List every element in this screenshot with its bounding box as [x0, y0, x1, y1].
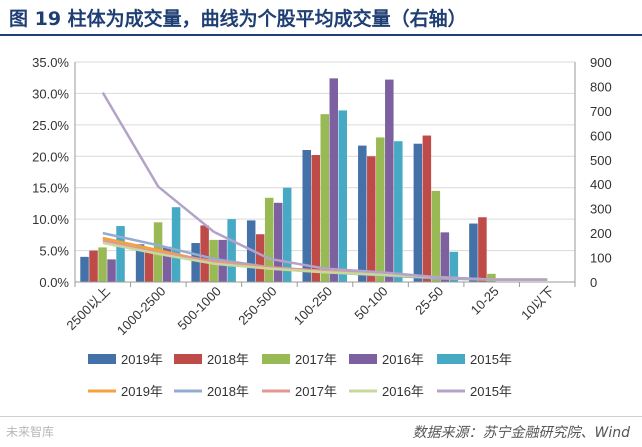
bar — [107, 259, 116, 282]
x-tick-label: 10以下 — [518, 284, 557, 323]
bar — [227, 219, 236, 282]
chart-title: 图 19 柱体为成交量，曲线为个股平均成交量（右轴） — [9, 8, 467, 30]
bar — [487, 273, 496, 282]
legend-label: 2017年 — [295, 352, 337, 367]
y-left-tick-label: 5.0% — [39, 244, 69, 259]
y-right-tick-label: 300 — [590, 202, 612, 217]
bar — [273, 202, 283, 282]
y-right-tick-label: 0 — [590, 275, 597, 290]
bar — [422, 135, 432, 282]
bar — [135, 244, 145, 282]
bar — [358, 145, 367, 282]
bar — [394, 141, 403, 282]
y-right-tick-label: 700 — [590, 104, 612, 119]
y-left-tick-label: 0.0% — [39, 275, 69, 290]
bar — [413, 143, 423, 282]
chart: 0.0% 5.0% 10.0% 15.0% 20.0% 25.0% 30.0% 35.0% 0 1… — [32, 55, 612, 399]
legend-label: 2015年 — [470, 384, 512, 399]
bar — [282, 187, 292, 282]
bar — [80, 256, 89, 282]
y-right-tick-label: 800 — [590, 79, 612, 94]
bar — [191, 243, 200, 282]
x-tick-label: 25-50 — [412, 284, 446, 318]
source-note: 数据来源：苏宁金融研究院、Wind — [412, 425, 631, 441]
y-right-tick-label: 500 — [590, 153, 612, 168]
y-left-tick-label: 30.0% — [32, 86, 69, 101]
legend-label: 2017年 — [295, 384, 337, 399]
bar — [478, 217, 487, 282]
series-line — [101, 91, 548, 281]
legend-swatch — [262, 354, 290, 364]
bar — [449, 251, 459, 282]
legend-label: 2016年 — [382, 352, 424, 367]
bar — [311, 155, 320, 282]
bar — [329, 78, 338, 282]
bar — [200, 225, 209, 282]
legend-label: 2016年 — [382, 384, 424, 399]
bar — [367, 156, 376, 282]
legend-label: 2019年 — [121, 384, 163, 399]
y-right-tick-label: 600 — [590, 128, 612, 143]
bar — [264, 197, 274, 282]
x-tick-label: 2500以上 — [63, 284, 112, 333]
bar — [376, 137, 385, 282]
legend-label: 2018年 — [207, 384, 249, 399]
bar — [385, 79, 394, 282]
bar — [162, 246, 172, 282]
legend-label: 2018年 — [207, 352, 249, 367]
bar — [302, 150, 311, 282]
bar — [116, 226, 125, 282]
y-right-tick-label: 100 — [590, 251, 612, 266]
bar — [89, 250, 98, 282]
legend-swatch — [437, 354, 465, 364]
bar — [171, 207, 181, 282]
legend-label: 2019年 — [121, 352, 163, 367]
legend-swatch — [88, 354, 116, 364]
bar — [255, 234, 265, 282]
bar — [320, 114, 329, 283]
y-right-tick-label: 900 — [590, 55, 612, 70]
bar — [440, 232, 450, 282]
y-left-tick-label: 35.0% — [32, 55, 69, 70]
y-right-tick-label: 200 — [590, 226, 612, 241]
legend-label: 2015年 — [470, 352, 512, 367]
legend-swatch — [349, 354, 377, 364]
y-left-tick-label: 15.0% — [32, 181, 69, 196]
x-tick-label: 10-25 — [468, 284, 502, 318]
y-left-tick-label: 20.0% — [32, 149, 69, 164]
title-bar: 图 19 柱体为成交量，曲线为个股平均成交量（右轴） — [0, 0, 642, 36]
watermark: 未来智库 — [6, 425, 55, 439]
x-tick-label: 250-500 — [235, 284, 279, 328]
legend-swatch — [174, 354, 202, 364]
bar — [431, 190, 441, 282]
bottom-rule — [0, 416, 642, 417]
x-tick-label: 100-250 — [291, 284, 335, 328]
x-tick-label: 1000-2500 — [114, 284, 169, 339]
x-tick-label: 500-1000 — [175, 284, 224, 333]
bar — [98, 247, 107, 282]
y-right-tick-label: 400 — [590, 177, 612, 192]
bar — [338, 110, 347, 283]
y-left-tick-label: 25.0% — [32, 118, 69, 133]
bar — [469, 223, 478, 282]
y-left-tick-label: 10.0% — [32, 212, 69, 227]
x-tick-label: 50-100 — [351, 284, 390, 323]
bar — [144, 249, 154, 282]
